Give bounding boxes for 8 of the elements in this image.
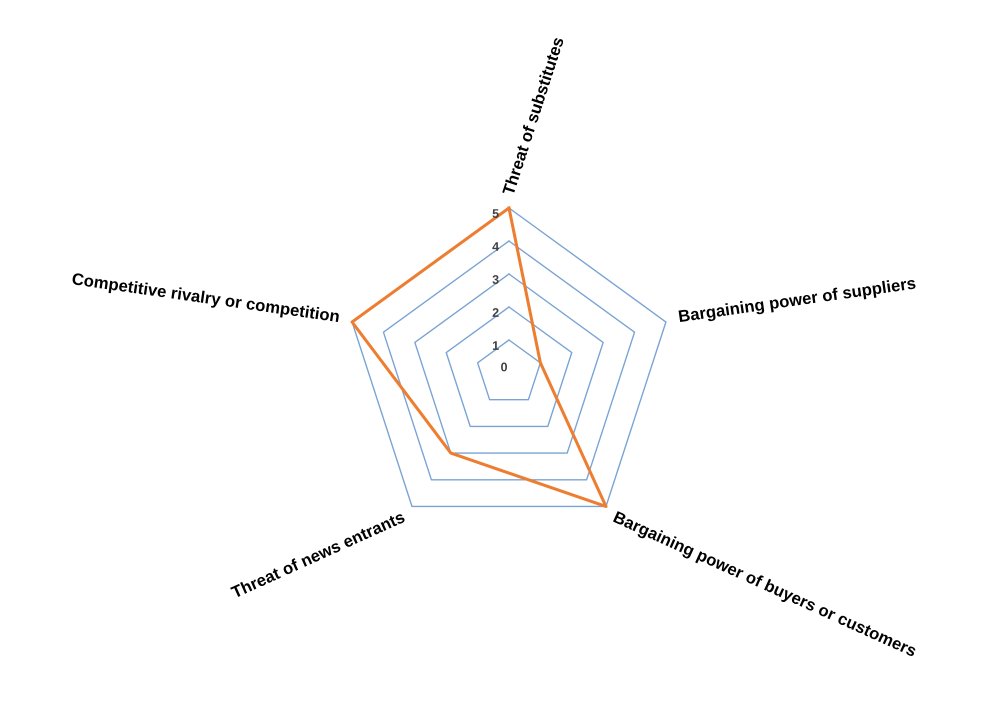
y-tick-label: 0 <box>501 362 508 372</box>
spoke-label: Competitive rivalry or competition <box>71 272 340 326</box>
y-tick-label: 1 <box>492 341 499 350</box>
y-tick-label: 4 <box>492 242 500 251</box>
y-tick-label: 5 <box>492 209 499 218</box>
y-tick-label: 2 <box>492 308 499 317</box>
spoke-label: Bargaining power of suppliers <box>678 276 916 326</box>
y-tick-label: 3 <box>492 275 499 284</box>
